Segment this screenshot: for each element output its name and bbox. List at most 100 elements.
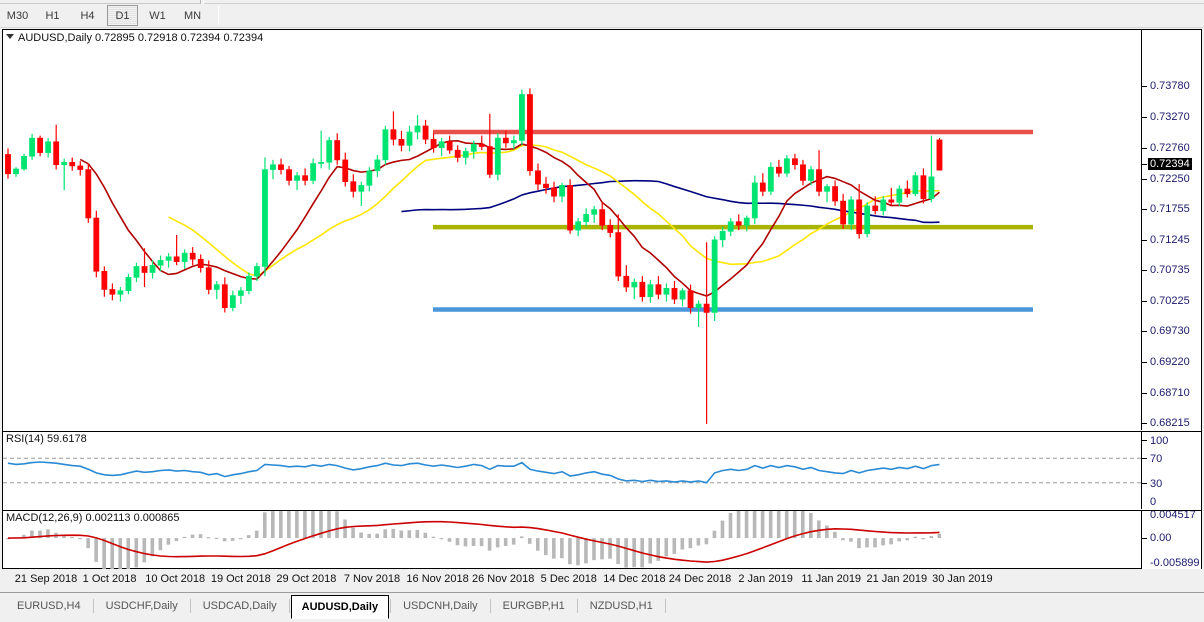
candlestick [462, 147, 469, 165]
rsi-pane[interactable]: RSI(14) 59.6178 100 70 30 0 [3, 431, 1201, 509]
candlestick [920, 168, 927, 204]
macd-histogram-bar [46, 529, 50, 539]
candlestick [157, 255, 164, 272]
timeframe-button-h4[interactable]: H4 [72, 5, 103, 26]
timeframe-button-m30[interactable]: M30 [2, 5, 33, 26]
macd-pane[interactable]: MACD(12,26,9) 0.002113 0.000865 0.004517… [3, 510, 1201, 569]
price-axis-label: 0.70735 [1150, 264, 1190, 277]
macd-histogram-bar [889, 538, 893, 545]
macd-histogram-bar [937, 533, 942, 539]
price-axis[interactable]: 0.73780 0.73270 0.72760 0.72250 0.71755 0.712… [1141, 30, 1201, 430]
candlestick [647, 279, 654, 303]
candlestick [543, 176, 549, 194]
macd-histogram-bar [897, 538, 901, 542]
macd-histogram-bar [809, 512, 813, 539]
price-pane[interactable]: AUDUSD,Daily 0.72895 0.72918 0.72394 0.7… [3, 30, 1201, 430]
candlestick [832, 180, 838, 206]
timeframe-button-d1[interactable]: D1 [107, 5, 138, 26]
candlestick [101, 266, 108, 297]
candlestick [318, 130, 325, 169]
candlestick [936, 138, 943, 171]
macd-histogram-bar [921, 538, 926, 540]
candlestick [221, 277, 228, 313]
symbol-tab-usdchf[interactable]: USDCHF,Daily [95, 595, 189, 617]
candlestick [575, 218, 582, 237]
symbol-tab-nzdusd[interactable]: NZDUSD,H1 [579, 595, 664, 617]
timeframe-button-w1[interactable]: W1 [142, 5, 173, 26]
macd-histogram-bar [30, 530, 34, 539]
symbol-tab-usdcad[interactable]: USDCAD,Daily [192, 595, 288, 617]
date-axis-label: 19 Oct 2018 [210, 573, 271, 585]
macd-histogram-bar [198, 534, 203, 539]
macd-histogram-bar [929, 536, 934, 539]
candlestick [583, 208, 590, 227]
toolbar-dock-area [0, 0, 200, 4]
candlestick [510, 135, 517, 149]
macd-histogram-bar [78, 538, 82, 540]
macd-histogram-bar [568, 538, 572, 565]
date-axis-label: 29 Oct 2018 [276, 573, 337, 585]
candlestick [141, 248, 148, 288]
symbol-tab-audusd[interactable]: AUDUSD,Daily [290, 595, 390, 619]
macd-histogram-bar [102, 538, 106, 569]
macd-histogram-bar [279, 511, 283, 539]
chart-frame[interactable]: AUDUSD,Daily 0.72895 0.72918 0.72394 0.7… [2, 29, 1202, 569]
candlestick [735, 214, 742, 231]
macd-histogram-bar [182, 536, 187, 539]
toolbar-grip[interactable] [200, 0, 204, 4]
candlestick [45, 138, 52, 158]
timeframe-button-label: MN [183, 9, 202, 22]
rsi-axis[interactable]: 100 70 30 0 [1141, 432, 1201, 509]
candlestick [189, 247, 196, 266]
candlestick [591, 205, 598, 223]
macd-histogram-bar [736, 511, 741, 539]
collapse-caret-icon[interactable] [6, 34, 14, 39]
candlestick [872, 196, 879, 215]
price-plot-area[interactable] [3, 30, 1142, 430]
candlestick [13, 167, 19, 177]
moving-average-ma-darkred [79, 140, 940, 297]
rsi-svg [3, 457, 1142, 484]
candlestick [527, 88, 533, 176]
rsi-axis-label: 0 [1150, 496, 1157, 508]
macd-histogram-bar [415, 529, 420, 539]
rsi-axis-tick [1142, 440, 1147, 441]
timeframe-button-label: W1 [149, 9, 166, 22]
rsi-plot-area[interactable] [3, 432, 1142, 509]
macd-plot-area[interactable] [3, 511, 1142, 569]
macd-axis[interactable]: 0.004517 0.00 -0.005899 [1141, 511, 1201, 569]
macd-histogram-bar [857, 538, 861, 549]
macd-histogram-bar [6, 538, 10, 540]
symbol-tab-divider [576, 599, 578, 613]
candlestick [109, 283, 116, 301]
timeframe-button-mn[interactable]: MN [177, 5, 208, 26]
candlestick [53, 124, 60, 170]
candlestick [599, 202, 606, 231]
candlestick [824, 184, 830, 203]
candlestick [237, 287, 244, 305]
candlestick [21, 153, 27, 171]
symbol-tab-eurusd[interactable]: EURUSD,H4 [6, 595, 92, 617]
macd-histogram-bar [905, 538, 909, 541]
price-axis-label: 0.70225 [1150, 295, 1190, 308]
candlestick [631, 278, 638, 300]
candlestick [246, 272, 252, 295]
macd-histogram-bar [270, 511, 275, 539]
candlestick [551, 181, 557, 203]
candlestick [896, 185, 903, 206]
macd-histogram-bar [608, 538, 612, 559]
candlestick [792, 153, 798, 170]
macd-histogram-bar [479, 538, 484, 547]
macd-histogram-bar [295, 511, 299, 539]
macd-histogram-bar [865, 538, 869, 548]
timeframe-toolbar: M30 H1 H4 D1 W1 MN [0, 0, 1204, 28]
macd-histogram-bar [792, 511, 797, 539]
macd-histogram-bar [70, 537, 74, 539]
timeframe-button-h1[interactable]: H1 [37, 5, 68, 26]
symbol-tab-usdcnh[interactable]: USDCNH,Daily [392, 595, 489, 617]
candlestick [816, 150, 822, 197]
symbol-tab-eurgbp[interactable]: EURGBP,H1 [492, 595, 576, 617]
candlestick [213, 280, 220, 300]
date-axis[interactable]: 21 Sep 2018 1 Oct 2018 10 Oct 2018 19 Oct 2… [2, 570, 1202, 590]
macd-histogram-bar [519, 536, 524, 539]
